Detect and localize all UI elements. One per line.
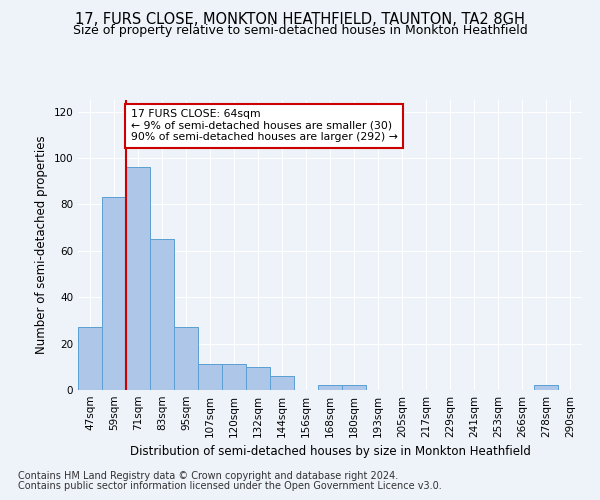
Bar — [222, 364, 246, 390]
Text: 17 FURS CLOSE: 64sqm
← 9% of semi-detached houses are smaller (30)
90% of semi-d: 17 FURS CLOSE: 64sqm ← 9% of semi-detach… — [131, 110, 398, 142]
Text: 17, FURS CLOSE, MONKTON HEATHFIELD, TAUNTON, TA2 8GH: 17, FURS CLOSE, MONKTON HEATHFIELD, TAUN… — [75, 12, 525, 28]
Bar — [246, 367, 270, 390]
Bar — [318, 386, 342, 390]
Bar — [198, 364, 222, 390]
Bar — [78, 328, 102, 390]
Y-axis label: Number of semi-detached properties: Number of semi-detached properties — [35, 136, 48, 354]
Text: Size of property relative to semi-detached houses in Monkton Heathfield: Size of property relative to semi-detach… — [73, 24, 527, 37]
X-axis label: Distribution of semi-detached houses by size in Monkton Heathfield: Distribution of semi-detached houses by … — [130, 446, 530, 458]
Text: Contains public sector information licensed under the Open Government Licence v3: Contains public sector information licen… — [18, 481, 442, 491]
Bar — [126, 168, 150, 390]
Bar — [270, 376, 294, 390]
Bar — [534, 386, 558, 390]
Bar — [174, 328, 198, 390]
Bar — [102, 198, 126, 390]
Text: Contains HM Land Registry data © Crown copyright and database right 2024.: Contains HM Land Registry data © Crown c… — [18, 471, 398, 481]
Bar — [342, 386, 366, 390]
Bar — [150, 239, 174, 390]
